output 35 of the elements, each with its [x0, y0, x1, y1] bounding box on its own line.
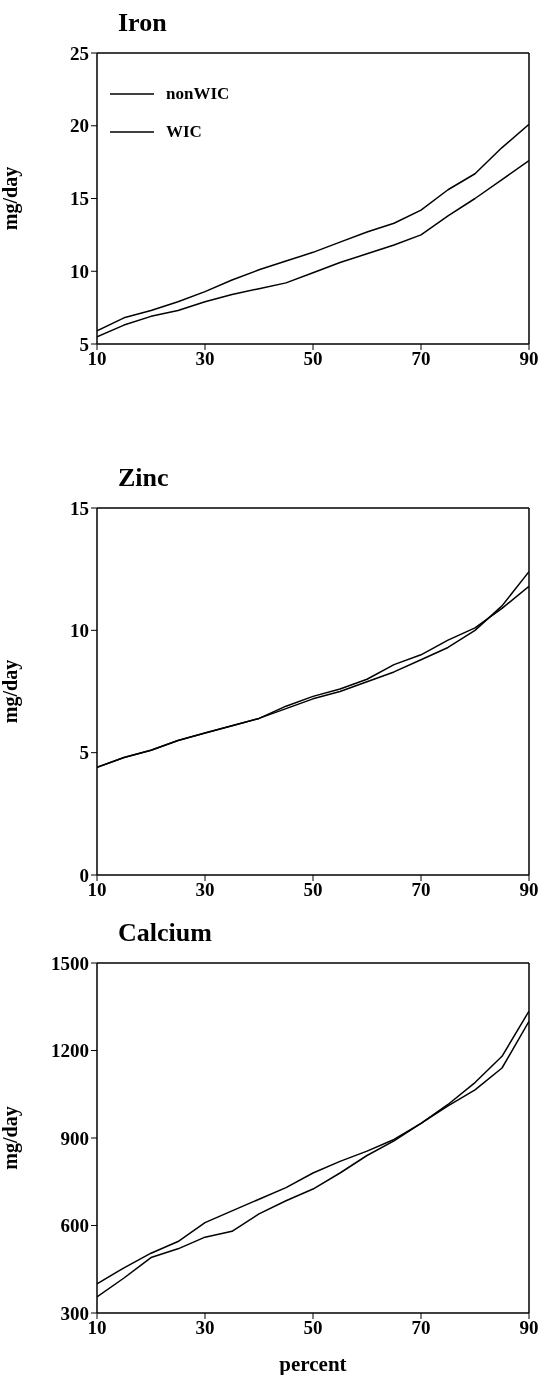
- x-tick-label: 90: [519, 879, 539, 901]
- x-tick-label: 50: [303, 1317, 323, 1339]
- y-tick-label: 600: [60, 1215, 89, 1237]
- y-axis-title: mg/day: [0, 1106, 23, 1170]
- chart-title: Calcium: [118, 918, 212, 948]
- y-tick-label: 10: [70, 620, 89, 642]
- x-tick-label: 50: [303, 879, 323, 901]
- x-tick-label: 90: [519, 1317, 539, 1339]
- chart-title: Iron: [118, 8, 167, 38]
- chart-title: Zinc: [118, 463, 169, 493]
- x-axis-title: percent: [279, 1352, 347, 1376]
- y-tick-label: 20: [70, 115, 89, 137]
- x-tick-label: 90: [519, 348, 539, 370]
- y-tick-label: 5: [79, 333, 89, 355]
- x-tick-label: 70: [411, 1317, 431, 1339]
- legend-label: nonWIC: [166, 84, 230, 104]
- x-tick-label: 30: [195, 1317, 215, 1339]
- x-tick-label: 30: [195, 879, 215, 901]
- x-tick-label: 70: [411, 879, 431, 901]
- y-tick-label: 15: [70, 188, 89, 210]
- y-tick-label: 5: [79, 742, 89, 764]
- y-tick-label: 900: [60, 1127, 89, 1149]
- y-tick-label: 1200: [51, 1040, 89, 1062]
- x-tick-label: 70: [411, 348, 431, 370]
- y-tick-label: 0: [79, 864, 89, 886]
- y-tick-label: 25: [70, 42, 89, 64]
- x-tick-label: 30: [195, 348, 215, 370]
- y-tick-label: 1500: [51, 952, 89, 974]
- y-tick-label: 10: [70, 260, 89, 282]
- y-axis-title: mg/day: [0, 659, 23, 724]
- y-tick-label: 15: [70, 497, 89, 519]
- x-tick-label: 50: [303, 348, 323, 370]
- y-axis-title: mg/day: [0, 166, 23, 231]
- legend-label: WIC: [166, 122, 202, 142]
- y-tick-label: 300: [60, 1302, 89, 1324]
